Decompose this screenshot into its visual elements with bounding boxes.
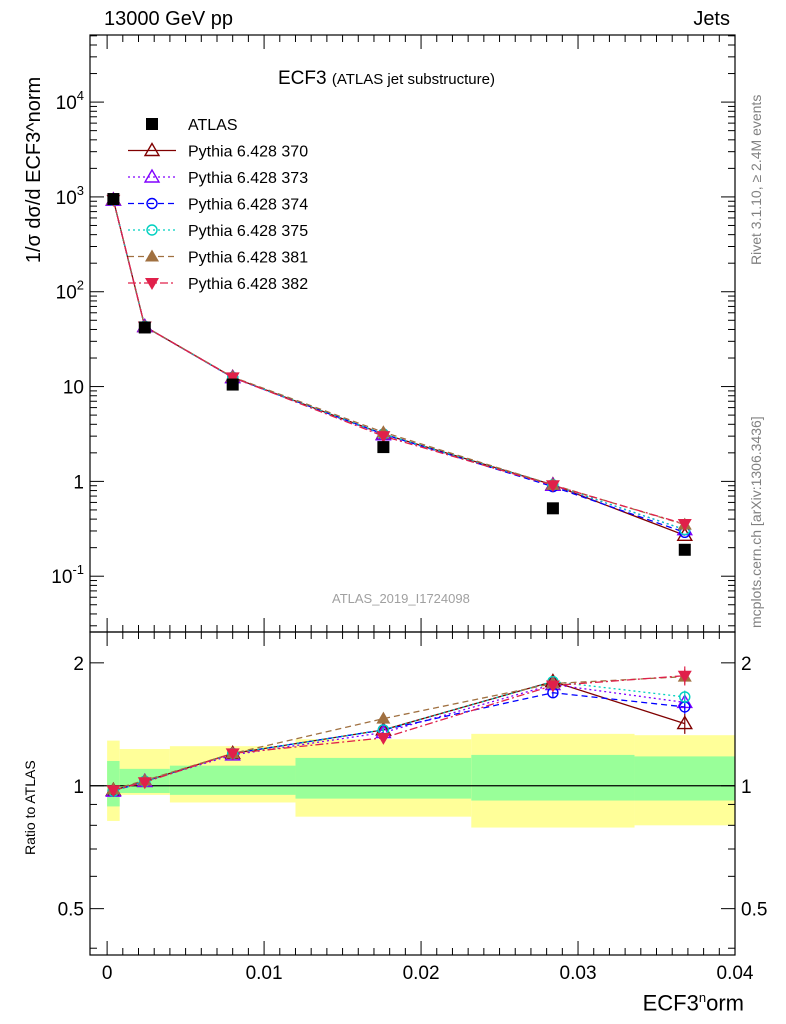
main-series-point — [376, 431, 391, 444]
ratio-series-point — [376, 711, 391, 724]
x-tick-label: 0.03 — [560, 963, 597, 984]
main-series-point — [225, 372, 240, 385]
ratio-y-tick-label: 1 — [73, 777, 84, 798]
plot-title-sub: (ATLAS jet substructure) — [331, 71, 495, 88]
x-tick-label: 0.01 — [246, 963, 283, 984]
legend-marker — [146, 224, 158, 236]
legend-label: Pythia 6.428 373 — [188, 170, 308, 187]
legend-label: Pythia 6.428 375 — [188, 223, 308, 240]
main-y-tick-label: 10-1 — [51, 562, 84, 588]
atlas-data-point — [226, 378, 239, 391]
legend-label: Pythia 6.428 382 — [188, 276, 308, 293]
legend-marker — [143, 168, 161, 183]
main-y-tick-label: 1 — [73, 472, 84, 493]
main-series-point — [545, 480, 560, 493]
ratio-series-point — [376, 732, 391, 745]
ratio-y-tick-label-right: 2 — [741, 654, 752, 675]
ratio-band-inner — [471, 754, 635, 801]
main-y-axis-label-text: 1/σ dσ/d ECF3^norm — [23, 77, 45, 263]
x-tick-label: 0.02 — [403, 963, 440, 984]
mcplots-site-label: mcplots.cern.ch [arXiv:1306.3436] — [748, 416, 764, 628]
main-y-tick-label: 10 — [63, 378, 84, 399]
x-tick-label: 0 — [102, 963, 113, 984]
process-label: Jets — [693, 8, 730, 30]
ratio-y-tick-label: 2 — [73, 654, 84, 675]
ratio-panel-frame — [89, 631, 736, 956]
legend-marker — [143, 142, 161, 157]
ratio-series-point — [545, 680, 560, 693]
main-series-line — [112, 199, 685, 533]
legend-marker — [145, 278, 159, 290]
legend-label: Pythia 6.428 370 — [188, 144, 308, 161]
legend-label: Pythia 6.428 381 — [188, 250, 308, 267]
ratio-band-inner — [169, 765, 296, 795]
ratio-series-point — [676, 715, 693, 730]
ratio-series-point — [677, 670, 692, 683]
plot-title: ECF3 (ATLAS jet substructure) — [278, 68, 495, 90]
atlas-data-point — [377, 441, 390, 454]
x-axis-label: ECF3norm — [642, 990, 744, 1016]
atlas-data-point — [138, 321, 151, 334]
x-tick-label: 0.04 — [717, 963, 754, 984]
ratio-band-inner — [295, 757, 472, 799]
legend-marker-atlas — [146, 118, 158, 130]
ratio-series-line — [113, 676, 685, 790]
energy-label: 13000 GeV pp — [104, 8, 233, 30]
ratio-series-point — [225, 748, 240, 761]
main-series-point — [677, 519, 692, 532]
atlas-data-point — [546, 502, 559, 515]
legend-marker — [145, 249, 159, 262]
main-series-line — [112, 199, 685, 525]
plot-title-main: ECF3 — [278, 68, 327, 89]
ratio-series-point — [137, 777, 152, 790]
analysis-id: ATLAS_2019_I1724098 — [332, 591, 470, 606]
ratio-band-inner — [634, 756, 735, 801]
atlas-data-point — [107, 193, 120, 206]
legend-label: ATLAS — [188, 117, 238, 134]
ratio-y-tick-label-right: 0.5 — [741, 900, 767, 921]
ratio-y-axis-label: Ratio to ATLAS — [22, 760, 38, 855]
main-y-axis-label: 1/σ dσ/d ECF3^norm — [23, 77, 45, 263]
ratio-series-point — [679, 691, 691, 703]
main-y-tick-label: 103 — [56, 183, 84, 209]
main-y-tick-label: 102 — [56, 278, 84, 304]
ratio-series-line — [113, 675, 685, 791]
ratio-series-point — [106, 785, 121, 798]
ratio-series-line — [113, 683, 685, 792]
legend-marker — [146, 197, 158, 210]
rivet-version-label: Rivet 3.1.10, ≥ 2.4M events — [748, 94, 764, 265]
legend-label: Pythia 6.428 374 — [188, 197, 308, 214]
main-y-tick-label: 104 — [56, 88, 84, 114]
main-panel-frame — [89, 34, 736, 633]
ratio-y-tick-label: 0.5 — [58, 900, 84, 921]
ratio-y-tick-label-right: 1 — [741, 777, 752, 798]
atlas-data-point — [678, 543, 691, 556]
